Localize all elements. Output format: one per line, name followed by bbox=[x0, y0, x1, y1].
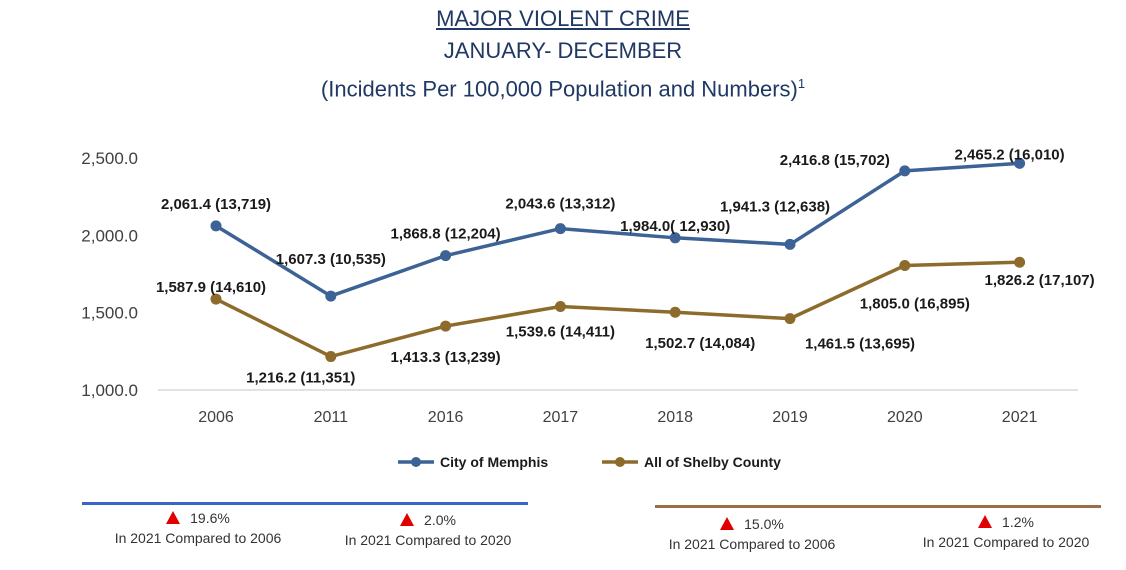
y-tick-label: 2,500.0 bbox=[81, 149, 138, 168]
y-tick-label: 1,000.0 bbox=[81, 381, 138, 400]
data-label: 1,941.3 (12,638) bbox=[720, 198, 830, 215]
data-point bbox=[210, 293, 222, 305]
x-tick-label: 2011 bbox=[314, 409, 349, 426]
legend-label: All of Shelby County bbox=[644, 454, 781, 470]
data-label: 1,805.0 (16,895) bbox=[860, 295, 970, 312]
shelby-change-2006: 15.0% In 2021 Compared to 2006 bbox=[642, 516, 862, 552]
series-line-shelby bbox=[215, 260, 1020, 359]
chart-subtitle-units: (Incidents Per 100,000 Population and Nu… bbox=[0, 76, 1126, 102]
data-point bbox=[440, 320, 452, 332]
memphis-change-2006: 19.6% In 2021 Compared to 2006 bbox=[88, 510, 308, 546]
data-point bbox=[784, 238, 796, 250]
data-point bbox=[440, 250, 452, 262]
memphis-change-2020: 2.0% In 2021 Compared to 2020 bbox=[318, 512, 538, 548]
x-tick-label: 2019 bbox=[772, 409, 808, 426]
data-label: 2,061.4 (13,719) bbox=[161, 196, 271, 213]
footnote-mark: 1 bbox=[797, 76, 806, 91]
x-tick-label: 2018 bbox=[657, 409, 693, 426]
up-arrow-icon bbox=[978, 515, 993, 528]
data-point bbox=[784, 313, 796, 325]
legend-marker bbox=[411, 457, 421, 467]
data-point bbox=[325, 290, 337, 302]
x-tick-label: 2020 bbox=[887, 409, 923, 426]
legend-label: City of Memphis bbox=[440, 454, 548, 470]
chart-subtitle: JANUARY- DECEMBER bbox=[443, 38, 683, 63]
change-pct: 19.6% bbox=[190, 510, 230, 526]
chart-title: MAJOR VIOLENT CRIME bbox=[436, 6, 690, 31]
change-text: In 2021 Compared to 2006 bbox=[114, 530, 282, 546]
y-tick-label: 1,500.0 bbox=[81, 304, 138, 323]
change-pct: 2.0% bbox=[424, 512, 456, 528]
data-point bbox=[554, 223, 566, 235]
y-tick-label: 2,000.0 bbox=[81, 226, 138, 245]
line-chart: 1,000.0 1,500.0 2,000.0 2,500.0 2006 2011 2016… bbox=[81, 146, 1095, 470]
units-text: (Incidents Per 100,000 Population and Nu… bbox=[320, 76, 798, 102]
change-pct: 1.2% bbox=[1002, 514, 1034, 530]
data-point bbox=[554, 301, 566, 313]
up-arrow-icon bbox=[720, 517, 735, 530]
data-label: 2,416.8 (15,702) bbox=[780, 152, 890, 169]
data-label: 1,868.8 (12,204) bbox=[391, 226, 501, 243]
data-point bbox=[669, 306, 681, 318]
data-label: 2,043.6 (13,312) bbox=[505, 196, 615, 213]
data-label: 1,461.5 (13,695) bbox=[805, 336, 915, 353]
x-tick-label: 2017 bbox=[543, 409, 579, 426]
shelby-summary-rule bbox=[655, 505, 1101, 508]
data-point bbox=[1014, 256, 1026, 268]
data-label: 1,216.2 (11,351) bbox=[246, 370, 355, 387]
data-point bbox=[210, 220, 222, 232]
series-line-memphis bbox=[215, 161, 1020, 298]
up-arrow-icon bbox=[166, 511, 181, 524]
data-label: 1,984.0( 12,930) bbox=[620, 218, 730, 235]
change-text: In 2021 Compared to 2020 bbox=[344, 532, 512, 548]
legend-marker bbox=[615, 457, 625, 467]
data-point bbox=[325, 351, 337, 363]
x-tick-label: 2021 bbox=[1002, 409, 1038, 426]
change-pct: 15.0% bbox=[744, 516, 784, 532]
data-point bbox=[1014, 157, 1026, 169]
x-tick-label: 2006 bbox=[198, 409, 234, 426]
x-tick-label: 2016 bbox=[428, 409, 464, 426]
change-text: In 2021 Compared to 2020 bbox=[922, 534, 1090, 550]
data-point bbox=[669, 232, 681, 244]
change-text: In 2021 Compared to 2006 bbox=[668, 536, 836, 552]
data-label: 1,539.6 (14,411) bbox=[506, 324, 615, 341]
data-label: 1,587.9 (14,610) bbox=[156, 279, 266, 296]
data-label: 2,465.2 (16,010) bbox=[955, 146, 1065, 163]
memphis-summary-rule bbox=[82, 502, 528, 505]
up-arrow-icon bbox=[400, 513, 415, 526]
data-point bbox=[899, 259, 911, 271]
data-label: 1,502.7 (14,084) bbox=[645, 335, 755, 352]
data-label: 1,413.3 (13,239) bbox=[391, 349, 501, 366]
data-point bbox=[899, 165, 911, 177]
shelby-change-2020: 1.2% In 2021 Compared to 2020 bbox=[896, 514, 1116, 550]
data-label: 1,826.2 (17,107) bbox=[985, 272, 1095, 289]
data-label: 1,607.3 (10,535) bbox=[276, 251, 386, 268]
